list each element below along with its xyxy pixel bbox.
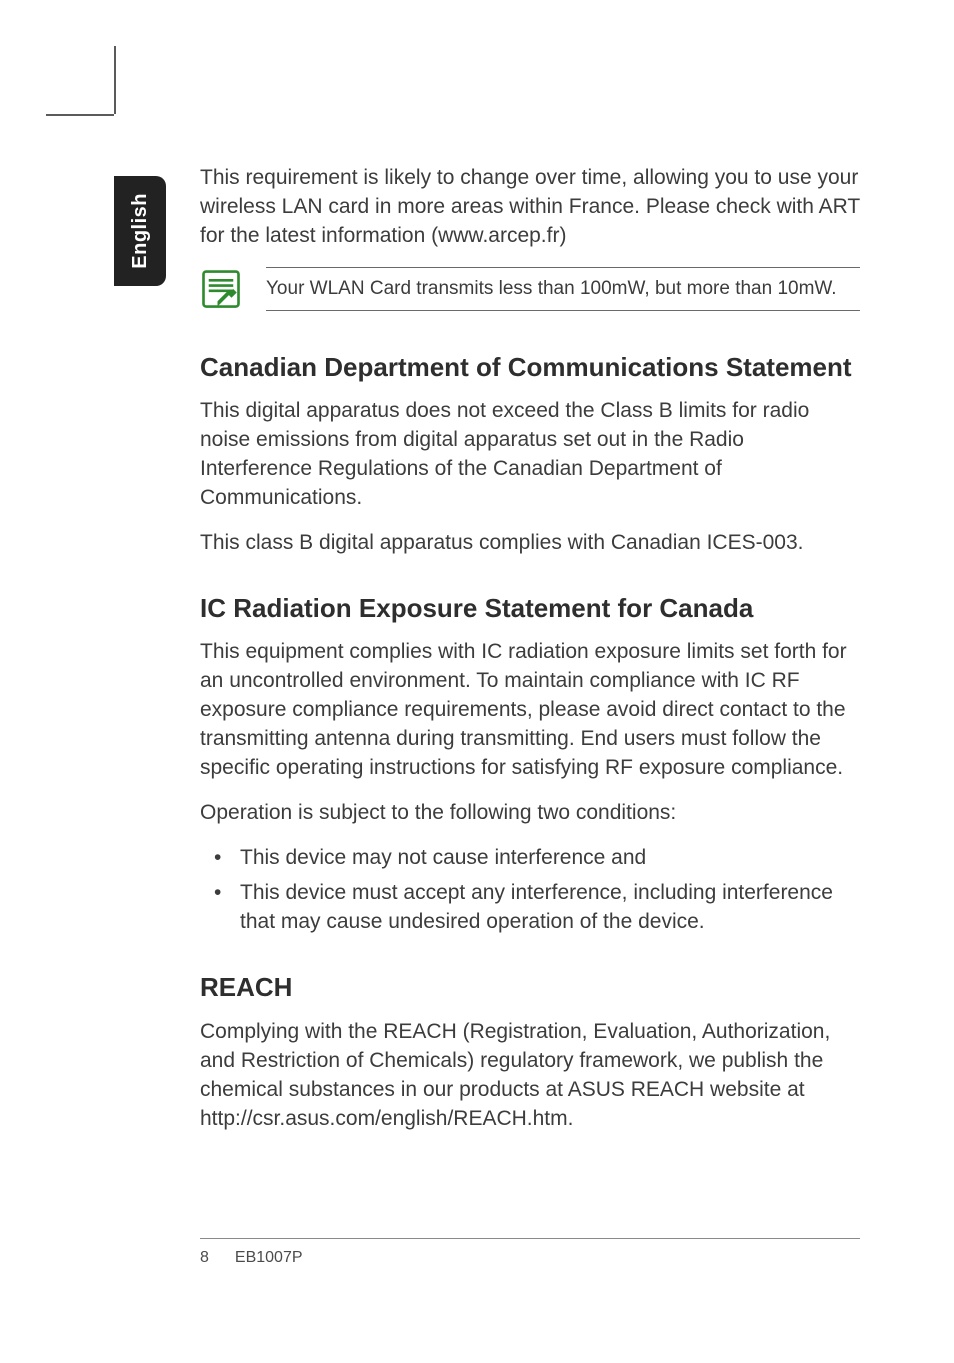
content-area: This requirement is likely to change ove… [200,164,860,1149]
ic-p2: Operation is subject to the following tw… [200,799,860,828]
crop-mark-vertical [114,46,116,114]
list-item: This device must accept any interference… [200,879,860,937]
page-footer: 8 EB1007P [200,1238,860,1267]
heading-ic: IC Radiation Exposure Statement for Cana… [200,592,860,625]
model-name: EB1007P [235,1249,303,1267]
heading-canadian: Canadian Department of Communications St… [200,351,860,384]
reach-p1: Complying with the REACH (Registration, … [200,1018,860,1134]
note-icon [200,268,242,310]
canadian-p2: This class B digital apparatus complies … [200,529,860,558]
page: English This requirement is likely to ch… [0,0,954,1363]
language-tab: English [114,176,166,286]
intro-paragraph: This requirement is likely to change ove… [200,164,860,251]
canadian-p1: This digital apparatus does not exceed t… [200,397,860,513]
note-text-container: Your WLAN Card transmits less than 100mW… [266,267,860,311]
crop-mark-horizontal [46,114,114,116]
page-number: 8 [200,1249,209,1267]
list-item: This device may not cause interference a… [200,844,860,873]
language-tab-label: English [129,193,152,269]
note-callout: Your WLAN Card transmits less than 100mW… [200,267,860,311]
note-text: Your WLAN Card transmits less than 100mW… [266,276,860,302]
heading-reach: REACH [200,971,860,1004]
ic-p1: This equipment complies with IC radiatio… [200,638,860,783]
ic-bullet-list: This device may not cause interference a… [200,844,860,937]
